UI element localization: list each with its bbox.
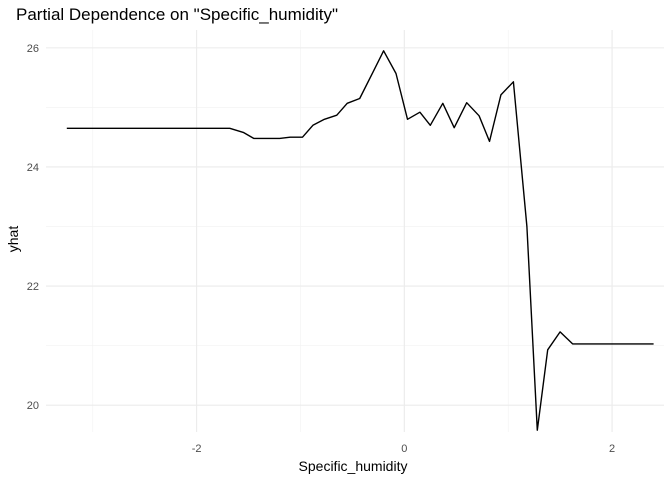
series-line: [66, 50, 654, 431]
x-tick-label: 2: [609, 443, 615, 455]
x-tick-label: -2: [192, 443, 202, 455]
major-gridlines: [46, 30, 664, 432]
y-tick-label: 24: [27, 162, 39, 174]
x-axis-title: Specific_humidity: [299, 458, 408, 474]
y-tick-label: 22: [27, 281, 39, 293]
series-layer: [66, 50, 654, 431]
minor-gridlines: [46, 30, 664, 432]
y-tick-label: 20: [27, 400, 39, 412]
chart-title: Partial Dependence on "Specific_humidity…: [16, 5, 338, 24]
y-axis-title: yhat: [5, 226, 21, 253]
y-tick-label: 26: [27, 43, 39, 55]
x-tick-label: 0: [401, 443, 407, 455]
tick-labels: -2 0 2 20 22 24 26: [27, 43, 615, 455]
